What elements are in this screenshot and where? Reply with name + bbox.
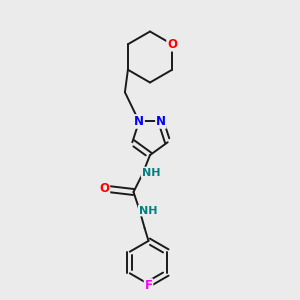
Text: F: F bbox=[145, 279, 152, 292]
Text: N: N bbox=[134, 115, 144, 128]
Text: NH: NH bbox=[142, 167, 160, 178]
Text: N: N bbox=[156, 115, 166, 128]
Text: O: O bbox=[167, 38, 177, 51]
Text: O: O bbox=[99, 182, 110, 196]
Text: NH: NH bbox=[139, 206, 157, 216]
